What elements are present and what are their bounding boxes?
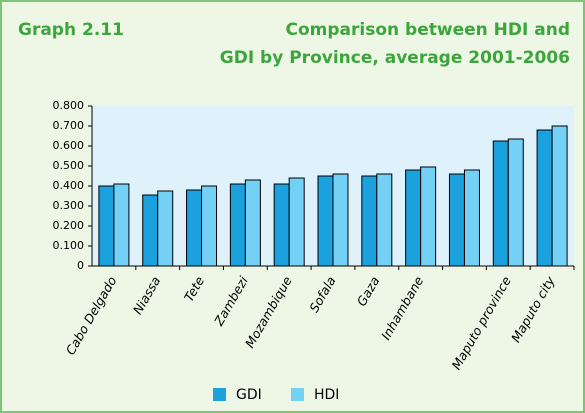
- legend-label: GDI: [236, 387, 262, 403]
- legend-label: HDI: [314, 387, 339, 403]
- bar: [201, 185, 218, 267]
- chart-title: Comparison between HDI and: [286, 20, 570, 40]
- chart-title: GDI by Province, average 2001-2006: [220, 48, 570, 68]
- bar: [229, 183, 246, 267]
- bar: [98, 185, 115, 267]
- bar: [420, 166, 437, 267]
- legend-swatch: [291, 388, 304, 401]
- legend-swatch: [213, 388, 226, 401]
- bar: [157, 190, 174, 267]
- bar: [113, 183, 130, 267]
- bar: [142, 194, 159, 267]
- bar: [332, 173, 349, 267]
- bar: [288, 177, 305, 267]
- y-tick-label: 0.500: [53, 159, 85, 172]
- bar: [317, 175, 334, 267]
- bar: [448, 173, 465, 267]
- y-tick-label: 0.400: [53, 179, 85, 192]
- bar: [492, 140, 509, 267]
- bar: [186, 189, 203, 267]
- bar: [405, 169, 422, 267]
- y-tick-label: 0.700: [53, 119, 85, 132]
- y-tick-label: 0.300: [53, 199, 85, 212]
- graph-label: Graph 2.11: [18, 20, 124, 40]
- bar: [507, 138, 524, 267]
- bar: [273, 183, 290, 267]
- bar: [361, 175, 378, 267]
- bar: [551, 125, 568, 267]
- bar: [244, 179, 261, 267]
- bar: [376, 173, 393, 267]
- y-tick-label: 0.200: [53, 219, 85, 232]
- bar: [536, 129, 553, 267]
- y-tick-label: 0.100: [53, 239, 85, 252]
- y-tick-label: 0: [77, 259, 84, 272]
- y-tick-label: 0.800: [53, 99, 85, 112]
- y-tick-label: 0.600: [53, 139, 85, 152]
- bar: [463, 169, 480, 267]
